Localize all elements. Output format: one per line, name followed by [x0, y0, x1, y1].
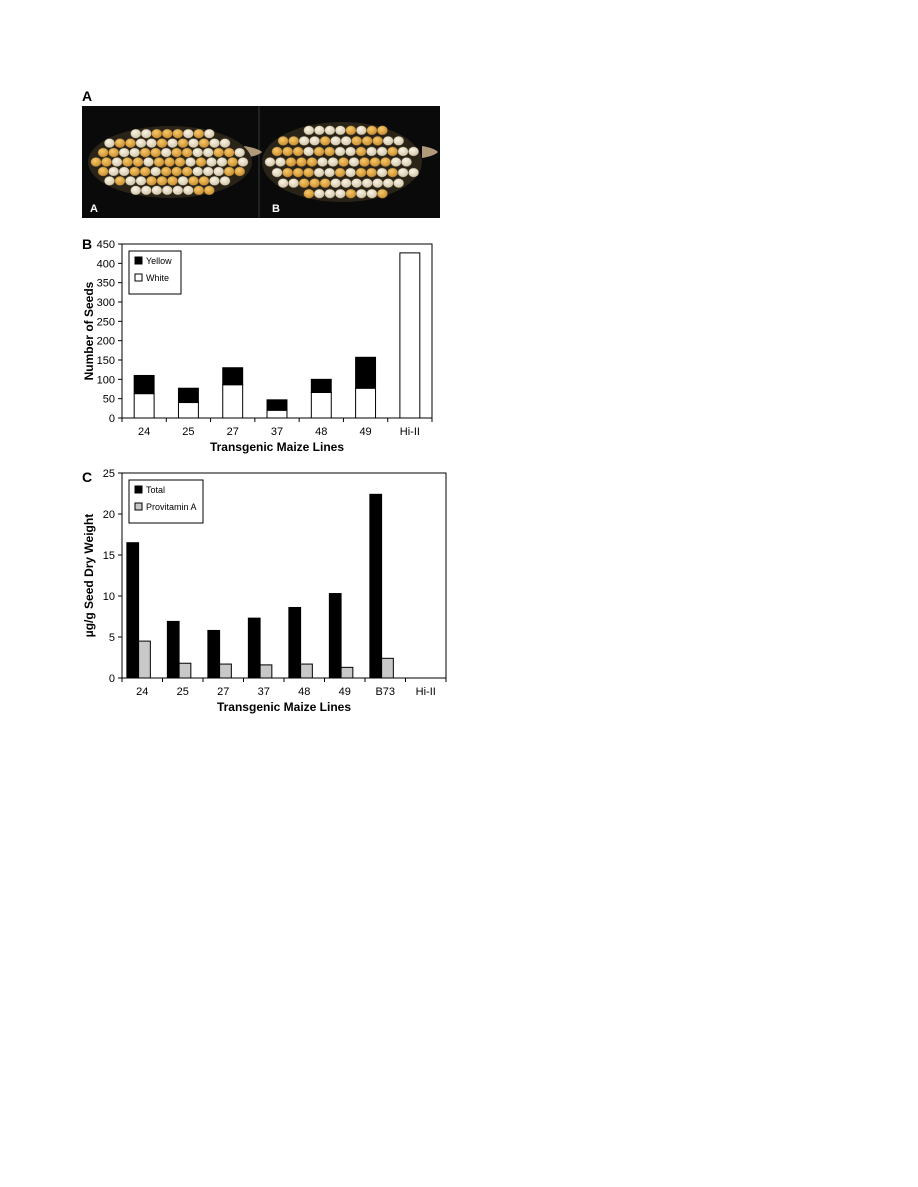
- photo-label-b: B: [272, 203, 280, 215]
- legend-label-provitamin-a: Provitamin A: [146, 502, 197, 512]
- kernel: [393, 178, 405, 188]
- carotenoid-chart: 0 5 10 15 20 25 24 25 27 37 48 49 B73 Hi-II Total Provi…: [82, 468, 447, 714]
- photo-label-a: A: [90, 203, 98, 215]
- bar-yellow: [222, 367, 244, 386]
- maize-ear-b: [262, 122, 438, 202]
- x-tick-label: Hi-II: [416, 686, 436, 698]
- kernel: [234, 147, 246, 158]
- legend-swatch-yellow: [134, 256, 143, 265]
- y-tick-label: 100: [97, 374, 115, 386]
- seed-count-chart: 0 50 100 150 200 250 300 350 400 450 24 25 27 37 48 49 H…: [82, 239, 433, 454]
- y-tick-label: 350: [97, 278, 115, 290]
- legend-label-white: White: [146, 273, 169, 283]
- bar-total: [126, 542, 140, 679]
- kernel: [219, 138, 231, 148]
- bar-provitamin-a: [340, 666, 354, 679]
- y-tick-label: 300: [97, 297, 115, 309]
- bar-yellow: [133, 374, 155, 395]
- bar-yellow: [266, 399, 288, 411]
- bar-provitamin-a: [259, 664, 273, 679]
- x-tick-label: 24: [138, 426, 150, 438]
- bar-provitamin-a: [219, 663, 232, 679]
- bar-yellow: [177, 387, 199, 404]
- y-axis-label: µg/g Seed Dry Weight: [82, 514, 96, 637]
- x-tick-label: 25: [177, 686, 189, 698]
- x-tick-label: 37: [271, 426, 283, 438]
- legend-swatch-provitamin-a: [134, 502, 143, 511]
- x-tick-label: 49: [359, 426, 371, 438]
- bar-provitamin-a: [138, 640, 151, 679]
- y-tick-label: 0: [109, 413, 115, 425]
- maize-ears-photo: A B: [82, 106, 440, 218]
- kernel: [376, 125, 388, 136]
- x-tick-label: 49: [339, 686, 351, 698]
- x-tick-label: 25: [182, 426, 194, 438]
- maize-ears-image: A B: [82, 106, 440, 218]
- y-tick-label: 0: [109, 673, 115, 685]
- bar-total: [166, 620, 180, 679]
- legend-label-yellow: Yellow: [146, 256, 172, 266]
- panel-a-letter: A: [82, 88, 93, 104]
- legend-swatch-total: [134, 485, 143, 494]
- kernel: [234, 166, 246, 177]
- x-tick-label: 48: [315, 426, 327, 438]
- kernel: [219, 176, 231, 186]
- y-tick-label: 150: [97, 355, 115, 367]
- y-tick-label: 400: [97, 258, 115, 270]
- kernel: [203, 185, 215, 196]
- bar-yellow: [355, 356, 377, 389]
- y-axis-label: Number of Seeds: [82, 281, 96, 380]
- bar-total: [288, 606, 302, 679]
- bar-provitamin-a: [381, 657, 394, 679]
- panel-c-letter: C: [82, 469, 93, 485]
- x-axis-label: Transgenic Maize Lines: [210, 440, 344, 454]
- kernel: [237, 157, 249, 167]
- kernel: [408, 146, 419, 157]
- x-tick-label: 27: [217, 686, 229, 698]
- x-tick-label: B73: [375, 686, 395, 698]
- y-tick-label: 5: [109, 632, 115, 644]
- kernel: [408, 167, 419, 178]
- legend-label-total: Total: [146, 485, 165, 495]
- bar-provitamin-a: [178, 662, 192, 679]
- bar-total: [328, 593, 342, 679]
- bar-total: [247, 617, 261, 679]
- y-tick-label: 10: [103, 591, 115, 603]
- kernel: [393, 136, 405, 146]
- bar-provitamin-a: [300, 663, 313, 679]
- panel-b-letter: B: [82, 236, 93, 252]
- y-tick-label: 250: [97, 316, 115, 328]
- bar-total: [207, 629, 221, 679]
- legend-swatch-white: [134, 273, 143, 282]
- x-axis-label: Transgenic Maize Lines: [217, 700, 351, 714]
- x-tick-label: 24: [136, 686, 148, 698]
- bar-total: [369, 493, 383, 679]
- y-tick-label: 200: [97, 336, 115, 348]
- y-tick-label: 20: [103, 509, 115, 521]
- plot-frame: [121, 472, 447, 679]
- x-tick-label: 37: [258, 686, 270, 698]
- y-tick-label: 15: [103, 550, 115, 562]
- y-tick-label: 450: [97, 239, 115, 251]
- x-tick-label: Hi-II: [400, 426, 420, 438]
- y-tick-label: 50: [103, 394, 115, 406]
- kernel: [376, 188, 388, 199]
- bar-yellow: [310, 378, 332, 393]
- plot-frame: [121, 243, 433, 419]
- maize-ear-a: [88, 126, 262, 198]
- x-tick-label: 48: [298, 686, 310, 698]
- kernel: [203, 128, 215, 139]
- y-tick-label: 25: [103, 468, 115, 480]
- kernel: [401, 157, 412, 167]
- x-tick-label: 27: [227, 426, 239, 438]
